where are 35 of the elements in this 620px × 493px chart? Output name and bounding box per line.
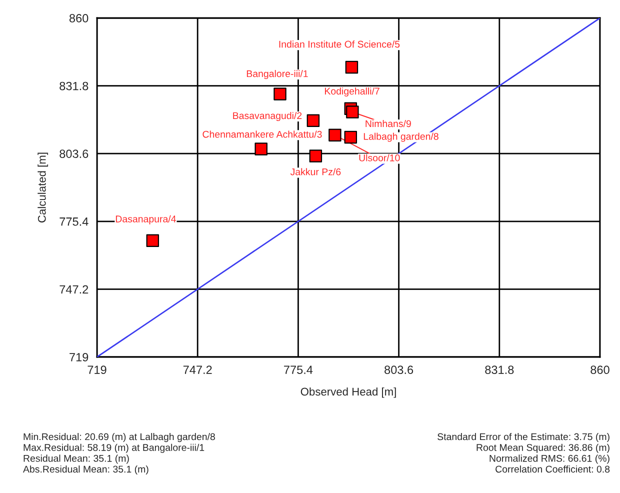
y-axis-title: Calculated [m] <box>38 152 48 222</box>
annotation: Ulsoor/10 <box>359 154 400 162</box>
text: Min.Residual: 20.69 (m) at Lalbagh garden/8 Max.Residual: 58.19 (m) at Bangalore-iii/1 Residual Mean: 35.1 (m) Abs.Residual Mean: 35.1 (m) <box>23 433 215 475</box>
point <box>309 150 322 162</box>
annotation: Chennamankere Achkattu/3 <box>202 130 322 138</box>
annotation: Basavanagudi/2 <box>233 112 302 122</box>
annotation: Dasanapura/4 <box>116 215 176 224</box>
annotation: Indian Institute Of Science/5 <box>279 40 400 48</box>
x-axis-title: Observed Head [m] <box>300 387 396 398</box>
x-tick-label: 831.8 <box>485 366 514 374</box>
annotation: Nimhans/9 <box>366 120 411 128</box>
annotation: Jakkur Pz/6 <box>290 168 341 176</box>
y-tick-label: 803.6 <box>60 150 88 158</box>
point <box>345 60 358 74</box>
y-tick-label: 747.2 <box>60 285 88 294</box>
annotation: Kodigehalli/7 <box>324 87 380 97</box>
point <box>328 128 342 142</box>
point <box>346 106 359 118</box>
point <box>254 142 268 156</box>
annotation: Bangalore-iii/1 <box>246 70 308 80</box>
point <box>146 234 160 247</box>
y-tick-label: 775.4 <box>60 218 88 226</box>
x-tick-label: 803.6 <box>384 366 414 374</box>
text: Standard Error of the Estimate: 3.75 (m) Root Mean Squared: 36.86 (m) Normalized RMS: 66.61 (%) Correlation Coefficient: 0.8 <box>438 433 610 473</box>
x-tick-label: 747.2 <box>183 366 212 374</box>
point <box>306 114 320 128</box>
point <box>274 88 286 100</box>
x-tick-label: 775.4 <box>284 366 313 374</box>
y-tick-label: 719 <box>70 353 88 362</box>
point <box>344 130 358 144</box>
annotation: Lalbagh garden/8 <box>364 132 438 142</box>
y-tick-label: 831.8 <box>60 82 88 90</box>
y-tick-label: 860 <box>69 14 88 22</box>
x-tick-label: 719 <box>88 366 106 374</box>
x-tick-label: 860 <box>590 366 610 374</box>
